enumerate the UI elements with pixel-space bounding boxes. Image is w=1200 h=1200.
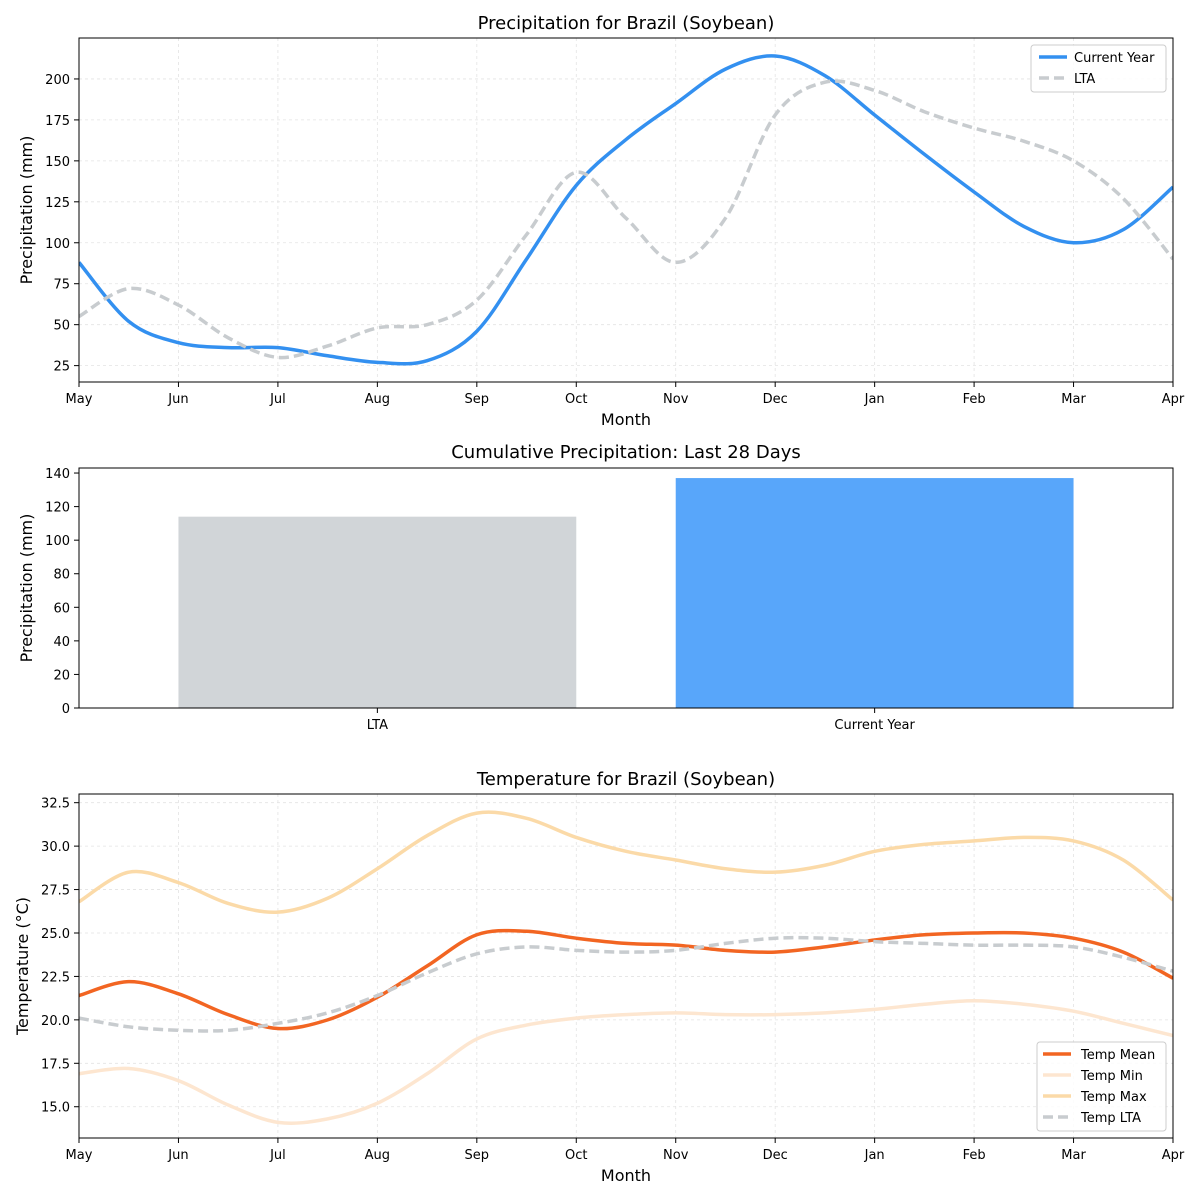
chart-title: Precipitation for Brazil (Soybean) [478,13,775,34]
y-tick-label: 50 [53,319,70,334]
series-line-temp-max [79,810,1173,914]
legend-label-lta: LTA [1074,72,1095,87]
x-tick-label: Apr [1162,392,1185,407]
y-tick-label: 100 [45,534,70,549]
x-tick-label: May [66,392,93,407]
plot-area [79,810,1173,1125]
x-tick-label: Jun [167,1148,188,1163]
bar-current-year [675,478,1074,708]
x-tick-label: Nov [663,1148,689,1163]
y-axis-label: Temperature (°C) [13,897,32,1036]
cumulative-precipitation-bar-chart: Cumulative Precipitation: Last 28 Days P… [17,442,1174,733]
x-tick-label: Sep [465,1148,490,1163]
grid-lines [78,38,1174,382]
legend: Current Year LTA [1030,44,1167,93]
legend-label-temp-min: Temp Min [1080,1069,1143,1084]
y-tick-label: 20.0 [41,1014,70,1029]
x-tick-label: Feb [963,1148,986,1163]
y-tick-label: 75 [53,278,70,293]
legend-frame [1036,1041,1167,1132]
y-axis-label: Precipitation (mm) [17,136,36,285]
y-tick-label: 30.0 [41,840,70,855]
series-line-current-year [79,54,1173,366]
x-tick-label: Dec [763,1148,788,1163]
y-tick-label: 100 [45,237,70,252]
legend-label-current-year: Current Year [1074,51,1155,66]
y-tick-label: 25 [53,360,70,375]
x-axis-label: Month [601,410,651,429]
x-tick-label: Apr [1162,1148,1185,1163]
x-tick-label: Jul [269,392,286,407]
y-tick-label: 125 [45,196,70,211]
axes: LTA Current Year 0 20 40 60 80 100 120 140 [45,467,1174,733]
y-tick-label: 60 [53,601,70,616]
y-tick-label: 20 [53,668,70,683]
chart-title: Cumulative Precipitation: Last 28 Days [451,442,801,463]
series-line-lta [79,79,1173,360]
x-tick-label: Mar [1061,392,1086,407]
axes-frame [78,467,1174,709]
series-line-temp-lta [79,935,1173,1033]
axes-frame [78,793,1174,1139]
x-tick-label: Oct [565,1148,587,1163]
x-tick-label: LTA [367,718,388,733]
bar-lta [178,516,577,708]
chart-title: Temperature for Brazil (Soybean) [476,769,775,790]
temperature-line-chart: Temperature for Brazil (Soybean) Month T… [13,769,1185,1185]
series-line-temp-min [79,999,1173,1125]
y-tick-label: 175 [45,114,70,129]
x-tick-label: Sep [465,392,490,407]
x-tick-label: Mar [1061,1148,1086,1163]
y-tick-label: 25.0 [41,927,70,942]
legend-label-temp-lta: Temp LTA [1080,1111,1141,1126]
x-tick-label: Jan [864,392,885,407]
y-tick-label: 17.5 [41,1057,70,1072]
axes: May Jun Jul Aug Sep Oct Nov Dec Jan Feb Mar Apr 25 50… [45,37,1185,407]
x-tick-label: Dec [763,392,788,407]
y-tick-label: 40 [53,635,70,650]
x-tick-label: Aug [365,1148,390,1163]
y-tick-label: 15.0 [41,1101,70,1116]
x-axis-label: Month [601,1166,651,1185]
axes: May Jun Jul Aug Sep Oct Nov Dec Jan Feb Mar Apr 15.0… [41,793,1185,1163]
y-tick-label: 27.5 [41,884,70,899]
y-tick-label: 140 [45,467,70,482]
y-axis-label: Precipitation (mm) [17,514,36,663]
y-tick-label: 200 [45,73,70,88]
y-tick-label: 22.5 [41,970,70,985]
y-tick-label: 32.5 [41,797,70,812]
y-tick-label: 120 [45,501,70,516]
x-tick-label: Feb [963,392,986,407]
plot-area [79,54,1173,366]
x-tick-label: Jan [864,1148,885,1163]
axes-frame [78,37,1174,383]
x-tick-label: May [66,1148,93,1163]
x-tick-label: Oct [565,392,587,407]
grid-lines [78,794,1174,1138]
legend-label-temp-mean: Temp Mean [1080,1048,1155,1063]
y-tick-label: 150 [45,155,70,170]
x-tick-label: Jul [269,1148,286,1163]
legend: Temp Mean Temp Min Temp Max Temp LTA [1036,1041,1167,1132]
x-tick-label: Nov [663,392,689,407]
plot-area [178,478,1074,708]
x-tick-label: Aug [365,392,390,407]
y-tick-label: 0 [62,702,70,717]
legend-label-temp-max: Temp Max [1080,1090,1147,1105]
precipitation-line-chart: Precipitation for Brazil (Soybean) Month… [17,13,1185,429]
y-tick-label: 80 [53,568,70,583]
x-tick-label: Current Year [834,718,915,733]
x-tick-label: Jun [167,392,188,407]
